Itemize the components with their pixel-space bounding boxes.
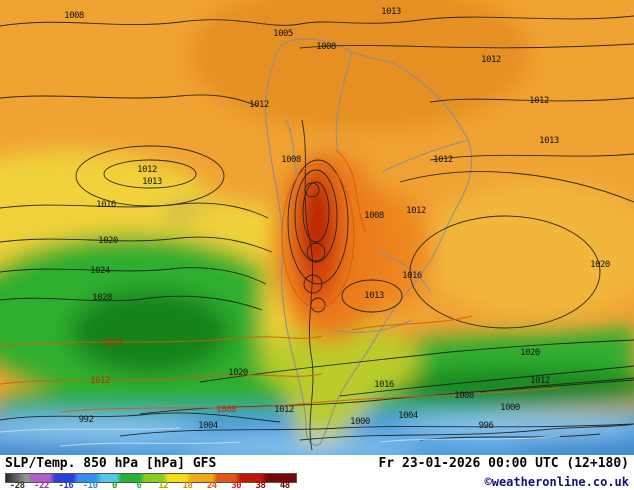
legend-tick: 12 bbox=[158, 481, 169, 490]
temperature-field bbox=[0, 0, 634, 455]
legend-tick: 48 bbox=[279, 481, 290, 490]
legend-tick: 6 bbox=[136, 481, 142, 490]
wave-lines bbox=[0, 427, 561, 447]
legend-tick: -16 bbox=[58, 481, 74, 490]
legend-tick: 30 bbox=[231, 481, 242, 490]
product-label: SLP/Temp. 850 hPa [hPa] GFS bbox=[5, 456, 217, 471]
legend-tick: 18 bbox=[182, 481, 193, 490]
map-area: 1008 1013 1005 1008 1012 1012 1012 1013 1008 1012… bbox=[0, 0, 634, 455]
legend-ticks: -28 -22 -16 -10 0 6 12 18 24 30 38 48 bbox=[5, 481, 297, 490]
legend-tick: -22 bbox=[34, 481, 49, 490]
legend-tick: -28 bbox=[9, 481, 25, 490]
credit-label: ©weatheronline.co.uk bbox=[484, 475, 630, 489]
legend-tick: -10 bbox=[82, 481, 98, 490]
datetime-label: Fr 23-01-2026 00:00 UTC (12+180) bbox=[378, 456, 629, 471]
isobar-lines bbox=[0, 15, 634, 451]
legend-tick: 38 bbox=[255, 481, 266, 490]
footer: SLP/Temp. 850 hPa [hPa] GFS Fr 23-01-202… bbox=[0, 455, 634, 490]
isotherm-lines bbox=[0, 149, 561, 413]
map-svg bbox=[0, 0, 634, 455]
legend-tick: 24 bbox=[206, 481, 217, 490]
legend-gradient-bar bbox=[5, 473, 297, 483]
legend-tick: 0 bbox=[112, 481, 117, 490]
